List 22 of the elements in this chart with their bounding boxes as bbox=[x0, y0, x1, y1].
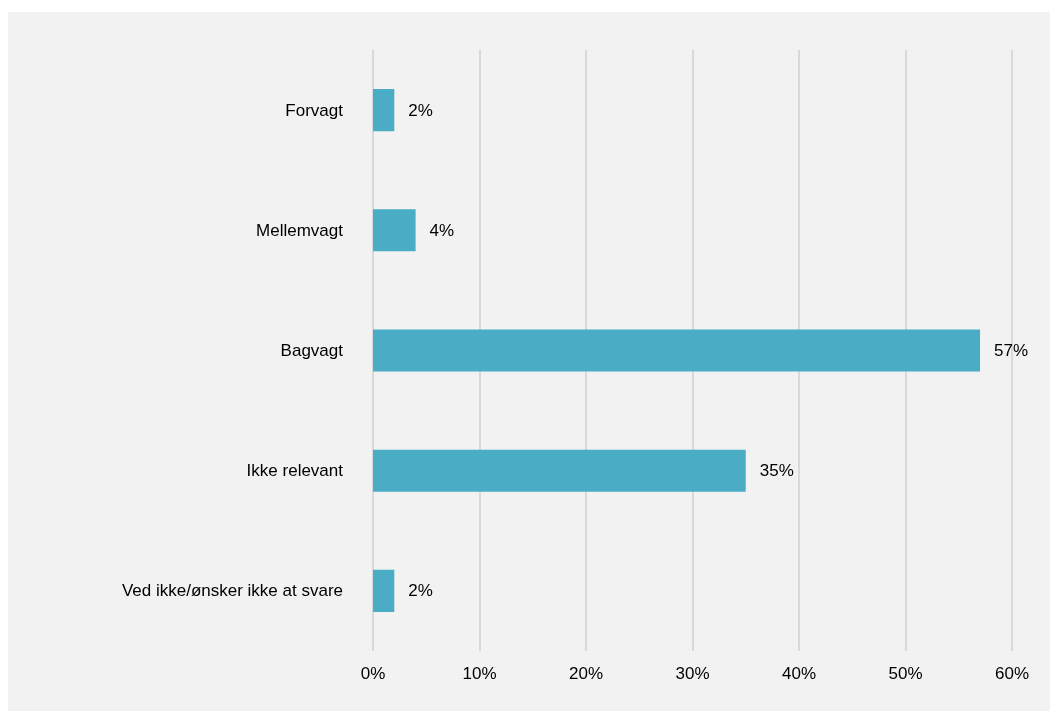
data-label: 57% bbox=[994, 341, 1029, 360]
y-tick-label: Bagvagt bbox=[280, 341, 344, 360]
x-tick-label: 60% bbox=[994, 664, 1030, 683]
data-label: 4% bbox=[429, 220, 455, 240]
y-tick-label: Mellemvagt bbox=[256, 220, 344, 240]
x-tick-label: 0% bbox=[360, 664, 386, 683]
x-tick-label: 50% bbox=[888, 664, 923, 683]
x-tick-label: 10% bbox=[462, 664, 497, 683]
x-tick-label: 20% bbox=[568, 664, 604, 683]
y-tick-label: Ved ikke/ønsker ikke at svare bbox=[121, 581, 343, 601]
y-tick-label: Forvagt bbox=[285, 100, 344, 120]
bar bbox=[373, 209, 416, 252]
bar bbox=[373, 329, 981, 372]
y-tick-label: Ikke relevant bbox=[246, 461, 344, 481]
bar bbox=[373, 89, 395, 132]
data-label: 2% bbox=[408, 581, 433, 601]
x-tick-label: 40% bbox=[781, 664, 817, 683]
data-label: 35% bbox=[759, 461, 794, 481]
bar bbox=[373, 569, 395, 612]
bar bbox=[373, 449, 746, 492]
data-label: 2% bbox=[408, 100, 433, 120]
x-tick-label: 30% bbox=[675, 664, 710, 683]
